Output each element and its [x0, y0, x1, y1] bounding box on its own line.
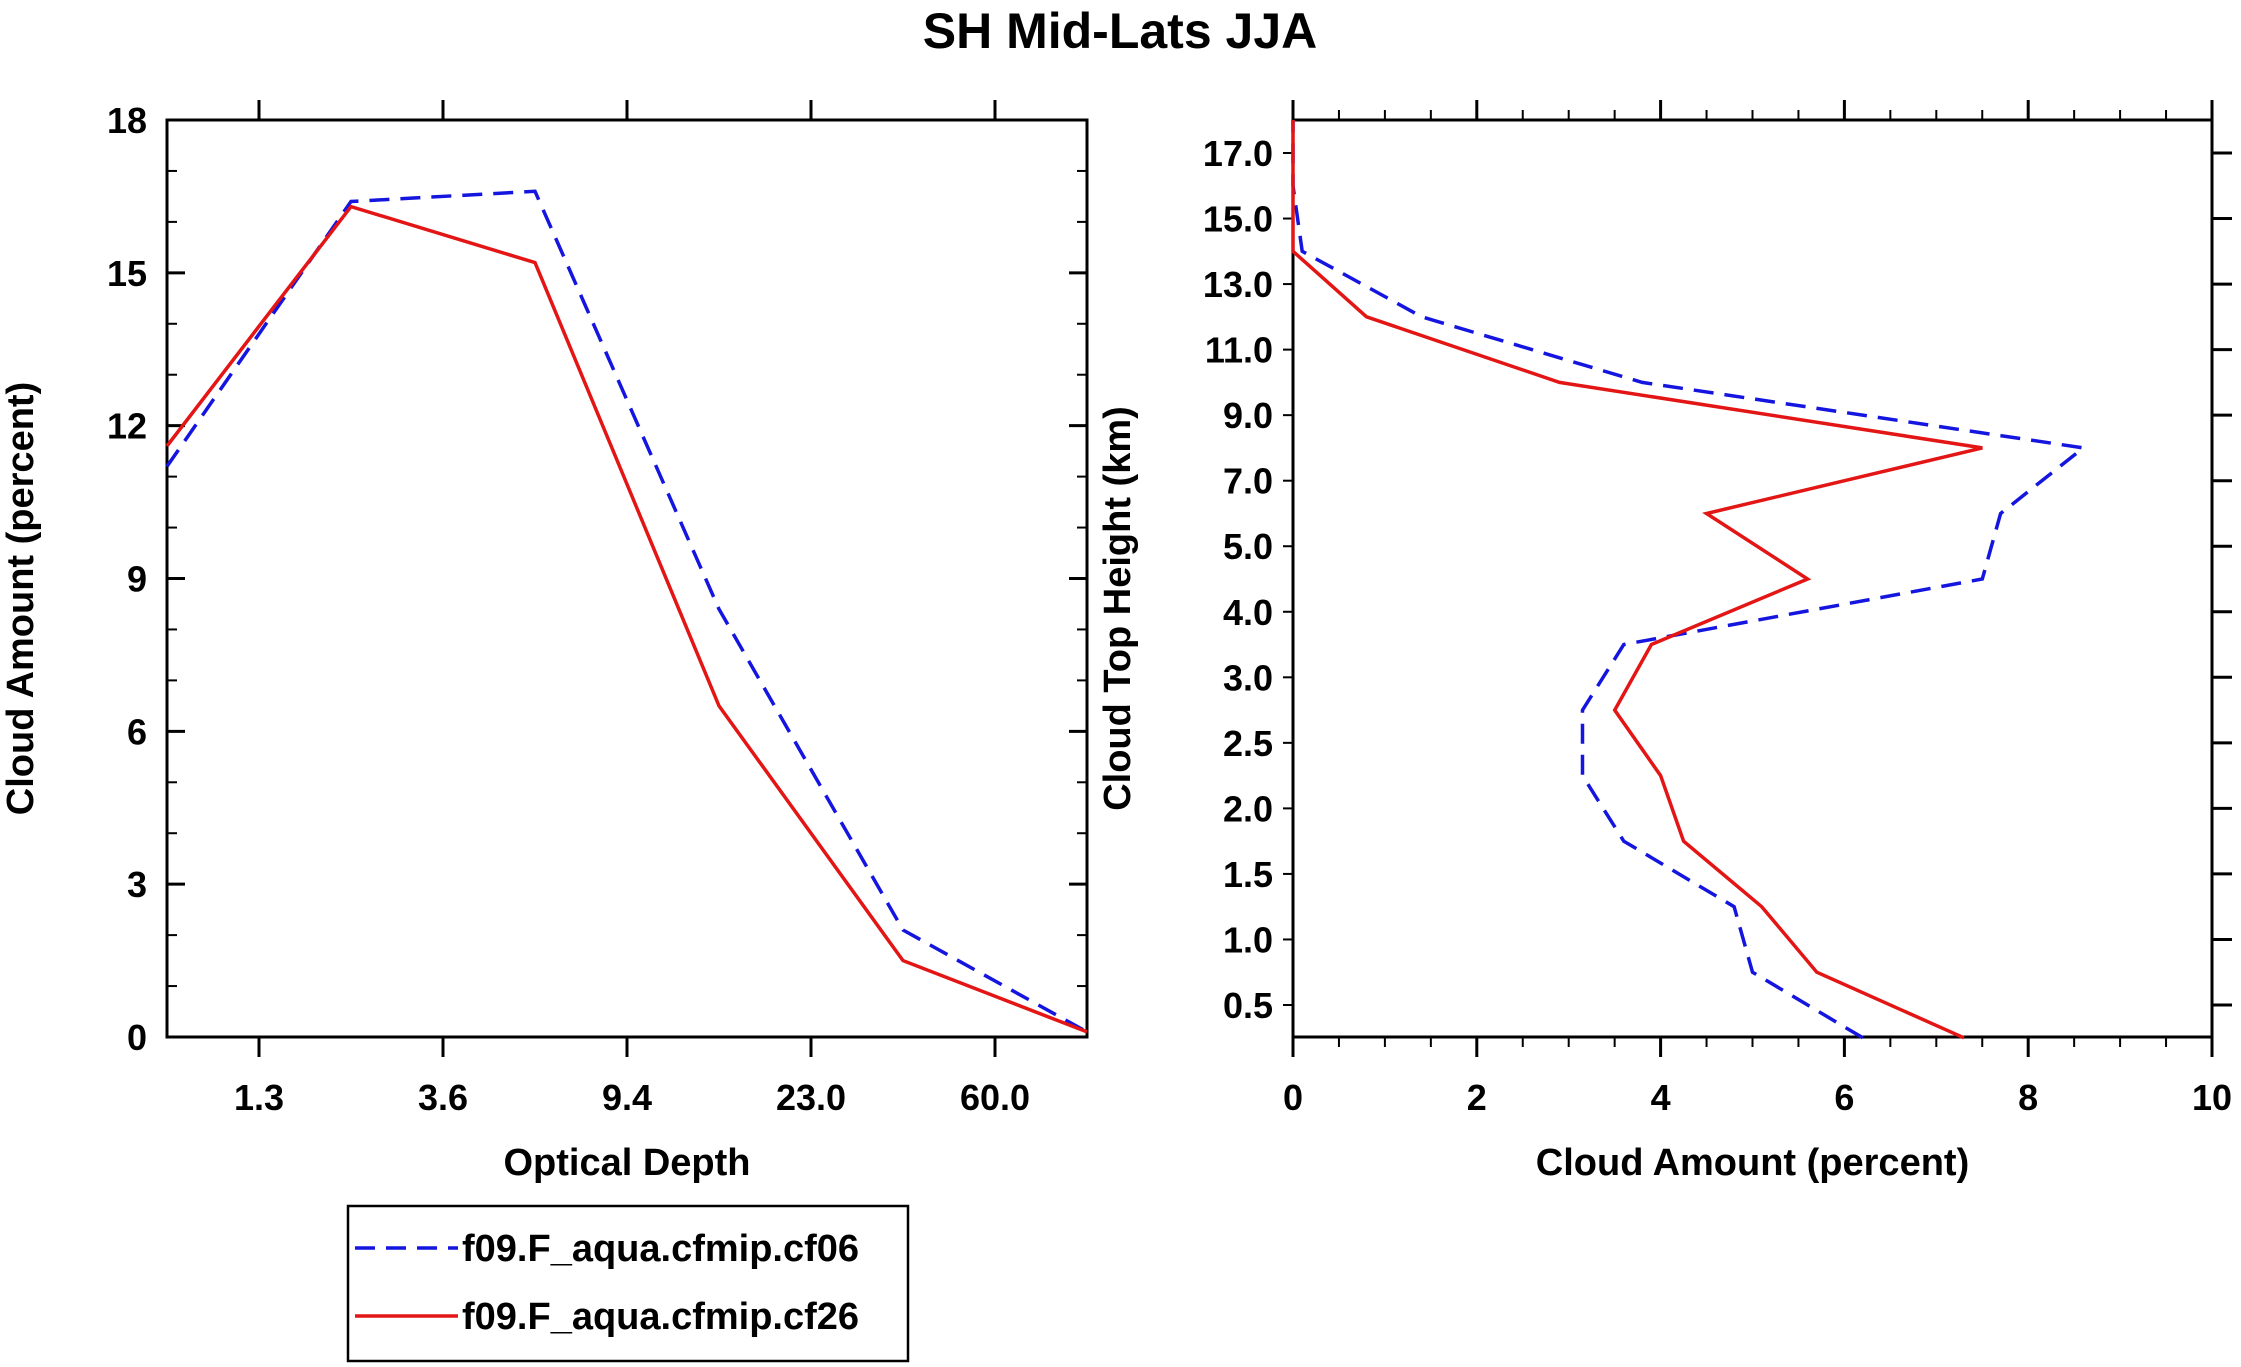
right-tick-marks [1283, 100, 2232, 1057]
left-y-tick-label: 12 [107, 406, 147, 447]
right-y-tick-label: 13.0 [1203, 264, 1273, 305]
right-series-line-cf06 [1291, 120, 2088, 1040]
left-tick-labels: 0 3 6 9 12 15 18 1.3 3.6 9.4 23.0 60.0 [107, 100, 1030, 1118]
legend: f09.F_aqua.cfmip.cf06 f09.F_aqua.cfmip.c… [346, 1204, 910, 1363]
right-y-tick-label: 5.0 [1223, 526, 1273, 567]
legend-box [346, 1204, 910, 1363]
right-x-tick-label: 4 [1651, 1077, 1671, 1118]
right-x-tick-label: 8 [2018, 1077, 2038, 1118]
left-x-tick-label: 23.0 [776, 1077, 846, 1118]
right-y-tick-label: 2.5 [1223, 723, 1273, 764]
right-y-tick-label: 17.0 [1203, 133, 1273, 174]
right-y-tick-label: 1.0 [1223, 919, 1273, 960]
right-y-axis-label: Cloud Top Height (km) [1097, 406, 1139, 811]
right-y-tick-label: 4.0 [1223, 592, 1273, 633]
left-panel-optical-depth: 0 3 6 9 12 15 18 1.3 3.6 9.4 23.0 60.0 Optical Dept… [0, 100, 1089, 1184]
figure-title: SH Mid-Lats JJA [923, 3, 1318, 59]
left-x-tick-label: 9.4 [602, 1077, 652, 1118]
left-y-tick-label: 0 [127, 1017, 147, 1058]
right-y-tick-label: 2.0 [1223, 788, 1273, 829]
left-y-tick-label: 9 [127, 559, 147, 600]
left-x-tick-label: 3.6 [418, 1077, 468, 1118]
left-series-line-cf06 [165, 189, 1088, 1034]
left-y-tick-label: 18 [107, 100, 147, 141]
right-x-tick-label: 2 [1467, 1077, 1487, 1118]
left-y-tick-label: 3 [127, 864, 147, 905]
right-x-tick-label: 10 [2192, 1077, 2232, 1118]
right-x-tick-label: 0 [1283, 1077, 1303, 1118]
right-tick-labels: 0 2 4 6 8 10 0.5 1.0 1.5 2.0 2.5 3.0 4.0 5.0 7.0 9.0 11.… [1203, 133, 2232, 1118]
right-y-tick-label: 15.0 [1203, 199, 1273, 240]
right-y-tick-label: 11.0 [1205, 330, 1273, 371]
legend-label-cf26: f09.F_aqua.cfmip.cf26 [462, 1296, 859, 1338]
left-tick-marks [167, 100, 1087, 1057]
left-y-tick-label: 6 [127, 711, 147, 752]
right-y-tick-label: 0.5 [1223, 985, 1273, 1026]
left-series-lines [165, 189, 1088, 1034]
left-plot-frame [165, 118, 1089, 1039]
left-y-tick-label: 15 [107, 253, 147, 294]
right-series-lines [1291, 119, 2088, 1040]
legend-label-cf06: f09.F_aqua.cfmip.cf06 [462, 1228, 859, 1270]
right-y-tick-label: 3.0 [1223, 657, 1273, 698]
left-x-tick-label: 60.0 [960, 1077, 1030, 1118]
right-panel-cloud-top-height: 0 2 4 6 8 10 0.5 1.0 1.5 2.0 2.5 3.0 4.0 5.0 7.0 9.0 11.… [1097, 100, 2232, 1184]
right-y-tick-label: 7.0 [1223, 461, 1273, 502]
right-series-line-cf26 [1291, 120, 1983, 1040]
right-x-tick-label: 6 [1834, 1077, 1854, 1118]
right-y-tick-label: 9.0 [1223, 395, 1273, 436]
left-x-axis-label: Optical Depth [503, 1142, 750, 1184]
right-x-axis-label: Cloud Amount (percent) [1536, 1142, 1969, 1184]
left-y-axis-label: Cloud Amount (percent) [0, 382, 42, 815]
right-y-tick-label: 1.5 [1223, 854, 1273, 895]
left-x-tick-label: 1.3 [234, 1077, 284, 1118]
left-series-line-cf26 [165, 204, 1088, 1034]
